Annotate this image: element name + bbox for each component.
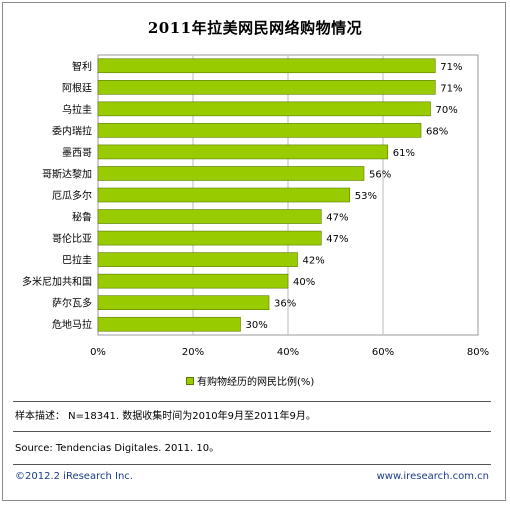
bar <box>97 187 351 203</box>
bar <box>97 295 270 310</box>
divider <box>13 431 491 432</box>
copyright-text: ©2012.2 iResearch Inc. <box>15 471 133 482</box>
value-label: 42% <box>303 256 325 267</box>
bar <box>97 166 365 181</box>
x-tick-label: 20% <box>182 347 204 358</box>
category-label: 多米尼加共和国 <box>22 275 92 288</box>
value-label: 70% <box>436 105 458 116</box>
bar <box>97 101 431 117</box>
category-label: 巴拉圭 <box>62 254 92 267</box>
bar <box>97 80 436 95</box>
x-tick-label: 60% <box>372 347 394 358</box>
x-tick-label: 0% <box>90 347 106 358</box>
bar-chart: 0% 20% 40% 60% 80% 智利 71% 阿根廷 71% 乌拉圭 70% 委内瑞拉 68% 墨西… <box>22 54 489 358</box>
category-label: 哥伦比亚 <box>52 232 92 245</box>
value-label: 61% <box>393 148 415 159</box>
category-label: 萨尔瓦多 <box>52 297 92 310</box>
website-link[interactable]: www.iresearch.com.cn <box>376 471 489 482</box>
category-label: 哥斯达黎加 <box>42 167 92 180</box>
value-label: 40% <box>293 277 315 288</box>
value-label: 36% <box>274 299 296 310</box>
divider <box>13 401 491 402</box>
divider <box>13 464 491 465</box>
category-label: 秘鲁 <box>72 211 92 224</box>
category-label: 委内瑞拉 <box>52 124 92 137</box>
category-label: 危地马拉 <box>52 318 92 331</box>
legend-swatch <box>186 377 194 385</box>
category-label: 智利 <box>72 60 92 73</box>
source-note: Source: Tendencias Digitales. 2011. 10。 <box>15 443 220 454</box>
category-label: 阿根廷 <box>62 81 92 94</box>
x-tick-label: 40% <box>277 347 299 358</box>
bar <box>97 58 436 74</box>
category-label: 墨西哥 <box>62 147 92 159</box>
value-label: 53% <box>355 191 377 202</box>
value-label: 47% <box>326 213 348 224</box>
x-tick-label: 80% <box>467 347 489 358</box>
chart-title: 2011年拉美网民网络购物情况 <box>147 19 363 37</box>
chart-frame: 2011年拉美网民网络购物情况 0% 20% 40% 60% 80% 智利 71% 阿根廷 71… <box>2 2 506 501</box>
bar <box>97 209 322 224</box>
category-label: 厄瓜多尔 <box>52 189 92 202</box>
bar <box>97 144 389 160</box>
value-label: 56% <box>369 169 391 180</box>
value-label: 71% <box>440 62 462 73</box>
category-label: 乌拉圭 <box>62 103 92 116</box>
bar <box>97 252 298 267</box>
legend-label: 有购物经历的网民比例(%) <box>197 377 315 388</box>
value-label: 71% <box>440 83 462 94</box>
value-label: 47% <box>326 234 348 245</box>
value-label: 30% <box>246 320 268 331</box>
bar <box>97 316 241 332</box>
bar <box>97 230 322 246</box>
value-label: 68% <box>426 126 448 137</box>
sample-note: 样本描述： N=18341. 数据收集时间为2010年9月至2011年9月。 <box>15 411 316 422</box>
bar <box>97 273 289 289</box>
bar <box>97 123 422 138</box>
